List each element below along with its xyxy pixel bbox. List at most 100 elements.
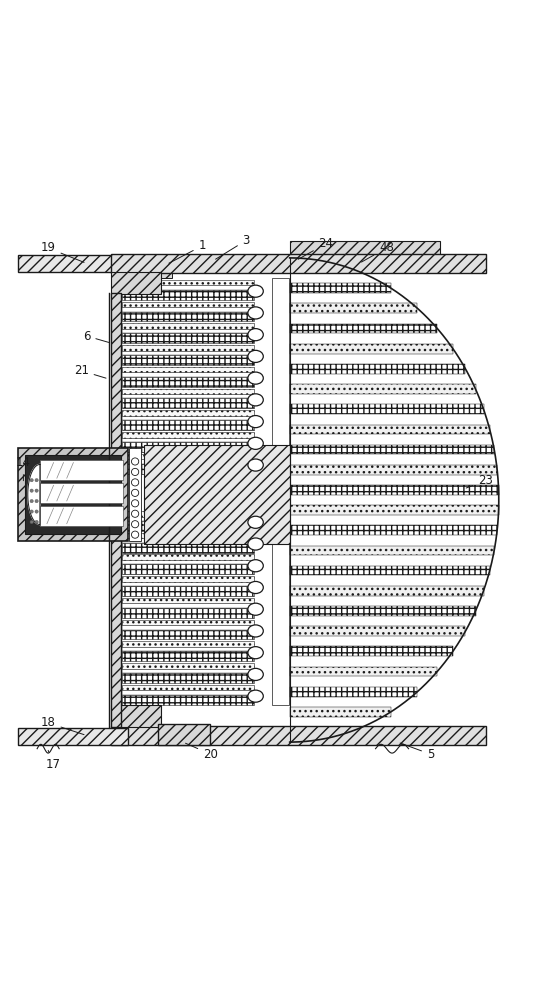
Bar [122, 351, 254, 355]
Ellipse shape [132, 510, 139, 517]
Text: 6: 6 [83, 330, 109, 343]
Circle shape [30, 489, 33, 492]
Bar [122, 290, 254, 300]
Circle shape [35, 489, 38, 492]
Bar [248, 432, 254, 452]
Bar [290, 667, 437, 676]
Ellipse shape [132, 521, 139, 528]
Text: 24: 24 [298, 237, 333, 259]
Bar [122, 389, 254, 394]
Bar [122, 630, 254, 639]
Ellipse shape [248, 603, 263, 615]
Bar [122, 394, 254, 398]
Bar [290, 505, 499, 515]
Bar [122, 454, 254, 459]
Bar [290, 525, 497, 535]
Text: 48: 48 [362, 241, 394, 262]
Bar [290, 445, 494, 454]
Bar [290, 283, 391, 293]
Bar [18, 448, 128, 541]
Bar [122, 438, 254, 442]
Circle shape [30, 499, 33, 503]
Bar [122, 564, 254, 574]
Bar [248, 302, 254, 321]
Text: 18: 18 [41, 716, 84, 735]
Bar [248, 620, 254, 639]
Bar [248, 598, 254, 618]
Bar [122, 673, 254, 683]
Bar [122, 432, 254, 438]
Bar [122, 582, 254, 586]
Ellipse shape [248, 394, 263, 406]
Bar [248, 641, 254, 661]
Bar [248, 280, 254, 300]
Bar [248, 367, 254, 387]
Text: 14: 14 [16, 456, 31, 481]
Bar [25, 455, 121, 534]
Bar [112, 705, 161, 727]
Ellipse shape [248, 647, 263, 659]
Bar [122, 685, 254, 690]
Bar [122, 641, 254, 647]
Bar [122, 273, 172, 278]
Ellipse shape [248, 690, 263, 702]
Bar [248, 554, 254, 574]
Bar [248, 410, 254, 430]
Bar [290, 263, 349, 273]
Bar [112, 726, 486, 745]
Bar [122, 533, 254, 538]
Bar [122, 459, 254, 464]
Ellipse shape [248, 329, 263, 341]
Bar [248, 576, 254, 596]
Ellipse shape [248, 538, 263, 550]
Bar [248, 685, 254, 705]
Ellipse shape [248, 285, 263, 297]
Bar [122, 517, 254, 521]
Bar [290, 384, 476, 394]
Bar [144, 445, 290, 544]
Bar [122, 521, 254, 531]
Bar [122, 416, 254, 420]
Bar [290, 404, 483, 414]
Circle shape [35, 510, 38, 513]
Bar [122, 620, 254, 625]
Bar [40, 506, 123, 526]
Ellipse shape [248, 437, 263, 449]
Bar [122, 420, 254, 430]
Circle shape [35, 499, 38, 503]
Bar [122, 355, 254, 365]
Bar [122, 669, 254, 673]
Bar [122, 538, 254, 543]
Circle shape [30, 479, 33, 482]
Bar [290, 707, 391, 717]
Bar [290, 364, 466, 374]
Bar [290, 324, 437, 333]
Bar [122, 663, 254, 669]
Bar [290, 727, 349, 737]
Bar [248, 323, 254, 343]
Bar [112, 254, 486, 273]
Bar [248, 454, 254, 474]
Text: 21: 21 [74, 364, 106, 378]
Ellipse shape [248, 459, 263, 471]
Bar [290, 485, 499, 495]
Bar [158, 724, 211, 745]
Bar [112, 272, 161, 294]
Bar [272, 278, 289, 705]
Bar [18, 255, 128, 272]
Bar [122, 377, 254, 387]
Ellipse shape [132, 531, 139, 538]
Bar [290, 241, 440, 258]
Bar [112, 293, 121, 727]
Ellipse shape [248, 372, 263, 384]
Bar [290, 546, 494, 555]
Bar [122, 695, 254, 705]
Ellipse shape [248, 581, 263, 594]
Bar [290, 303, 418, 313]
Circle shape [35, 479, 38, 482]
Bar [290, 344, 453, 354]
Circle shape [30, 520, 33, 524]
Bar [248, 533, 254, 553]
Text: 5: 5 [400, 743, 434, 761]
Bar [122, 598, 254, 603]
